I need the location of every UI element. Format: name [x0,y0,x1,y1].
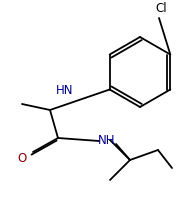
Text: NH: NH [98,134,116,148]
Text: Cl: Cl [155,2,167,14]
Text: HN: HN [56,85,74,97]
Text: O: O [17,152,27,164]
